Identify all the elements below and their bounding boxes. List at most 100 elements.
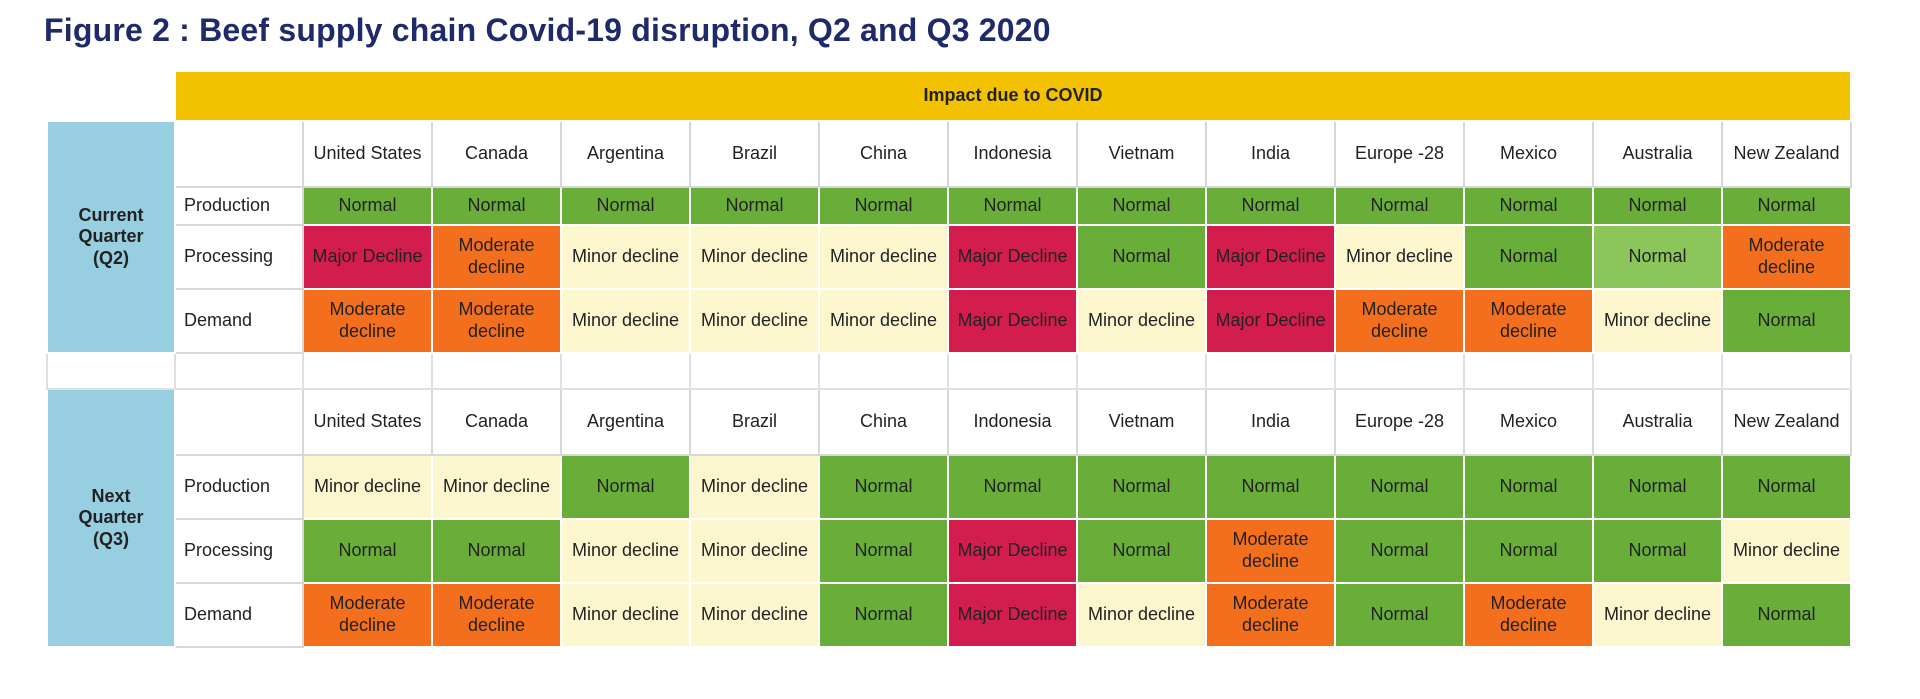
impact-cell: Normal [818, 454, 949, 520]
impact-cell: Minor decline [818, 288, 949, 354]
country-header: United States [302, 388, 433, 456]
impact-cell: Normal [431, 518, 562, 584]
impact-cell: Minor decline [818, 224, 949, 290]
impact-cell: Minor decline [560, 582, 691, 648]
figure-title: Figure 2 : Beef supply chain Covid-19 di… [44, 12, 1051, 48]
country-header: Australia [1592, 388, 1723, 456]
spacer-cell [1463, 352, 1594, 390]
row-label: Production [174, 186, 304, 226]
country-header: China [818, 388, 949, 456]
spacer-cell [947, 352, 1078, 390]
quarter-label-part: Next [91, 485, 131, 506]
country-header: Brazil [689, 388, 820, 456]
data-row: Demand Moderate decline Moderate decline Mi… [47, 582, 1852, 648]
data-row: Production Minor decline Minor decline Norm… [47, 454, 1852, 520]
impact-cell: Moderate decline [1334, 288, 1465, 354]
spacer-cell [1076, 352, 1207, 390]
impact-cell: Minor decline [689, 454, 820, 520]
impact-cell: Normal [1205, 186, 1336, 226]
impact-cell: Moderate decline [302, 582, 433, 648]
impact-cell: Minor decline [1076, 288, 1207, 354]
impact-cell: Moderate decline [431, 224, 562, 290]
spacer-cell [689, 352, 820, 390]
impact-cell: Minor decline [560, 288, 691, 354]
impact-banner: Impact due to COVID [174, 70, 1852, 122]
country-header: Vietnam [1076, 388, 1207, 456]
impact-cell: Normal [1463, 224, 1594, 290]
quarter-label-part: (Q3) [93, 528, 129, 549]
section-spacer [46, 352, 1852, 390]
row-label: Production [174, 454, 304, 520]
country-header: Europe -28 [1334, 120, 1465, 188]
impact-cell: Major Decline [947, 288, 1078, 354]
impact-cell: Minor decline [1592, 288, 1723, 354]
impact-cell: Minor decline [1076, 582, 1207, 648]
quarter-label-part: Quarter [78, 507, 144, 528]
impact-cell: Moderate decline [1205, 518, 1336, 584]
country-header: China [818, 120, 949, 188]
header-blank [174, 120, 304, 188]
impact-cell: Normal [1592, 224, 1723, 290]
quarter-label: Current Quarter (Q2) [46, 120, 176, 354]
impact-cell: Moderate decline [302, 288, 433, 354]
country-header: Canada [431, 388, 562, 456]
country-header: Mexico [1463, 388, 1594, 456]
impact-cell: Normal [1334, 582, 1465, 648]
impact-cell: Normal [1076, 224, 1207, 290]
impact-cell: Normal [1463, 518, 1594, 584]
spacer-cell [174, 352, 304, 390]
country-header: New Zealand [1721, 120, 1852, 188]
spacer-cell [818, 352, 949, 390]
impact-cell: Moderate decline [1463, 582, 1594, 648]
spacer-side [46, 352, 176, 390]
impact-cell: Major Decline [947, 518, 1078, 584]
impact-cell: Minor decline [689, 518, 820, 584]
spacer-cell [431, 352, 562, 390]
impact-cell: Normal [1334, 518, 1465, 584]
impact-cell: Normal [947, 454, 1078, 520]
row-label: Demand [174, 288, 304, 354]
impact-cell: Major Decline [947, 224, 1078, 290]
country-header: Argentina [560, 388, 691, 456]
row-label: Processing [174, 224, 304, 290]
country-header: Indonesia [947, 388, 1078, 456]
impact-cell: Normal [689, 186, 820, 226]
country-header: New Zealand [1721, 388, 1852, 456]
disruption-table: Impact due to COVID Current Quarter (Q2) Uni… [46, 70, 1852, 648]
country-header: Brazil [689, 120, 820, 188]
country-header: Argentina [560, 120, 691, 188]
impact-cell: Normal [1721, 454, 1852, 520]
spacer-cell [1592, 352, 1723, 390]
spacer-cell [560, 352, 691, 390]
impact-cell: Normal [431, 186, 562, 226]
impact-cell: Normal [1721, 186, 1852, 226]
impact-cell: Normal [1334, 186, 1465, 226]
impact-cell: Major Decline [947, 582, 1078, 648]
impact-cell: Normal [1721, 288, 1852, 354]
impact-cell: Normal [1463, 454, 1594, 520]
impact-cell: Minor decline [431, 454, 562, 520]
impact-cell: Normal [1076, 518, 1207, 584]
impact-cell: Normal [818, 582, 949, 648]
impact-cell: Moderate decline [431, 582, 562, 648]
impact-cell: Normal [560, 454, 691, 520]
country-header: United States [302, 120, 433, 188]
impact-cell: Normal [1076, 186, 1207, 226]
impact-cell: Normal [302, 518, 433, 584]
data-row: Production Normal Normal Normal Normal Normal… [47, 186, 1852, 226]
impact-cell: Normal [1205, 454, 1336, 520]
impact-cell: Normal [302, 186, 433, 226]
data-row: Processing Major Decline Moderate decline M… [47, 224, 1852, 290]
impact-cell: Normal [818, 186, 949, 226]
impact-cell: Minor decline [560, 518, 691, 584]
impact-cell: Moderate decline [1463, 288, 1594, 354]
country-header: Indonesia [947, 120, 1078, 188]
data-row: Demand Moderate decline Moderate decline Mi… [47, 288, 1852, 354]
country-header-row: Current Quarter (Q2) United States Canada Arg… [46, 120, 1852, 354]
impact-cell: Moderate decline [1205, 582, 1336, 648]
impact-cell: Normal [1592, 454, 1723, 520]
impact-cell: Minor decline [689, 582, 820, 648]
quarter-label-part: Quarter [78, 226, 144, 247]
country-header: Mexico [1463, 120, 1594, 188]
impact-cell: Normal [1076, 454, 1207, 520]
